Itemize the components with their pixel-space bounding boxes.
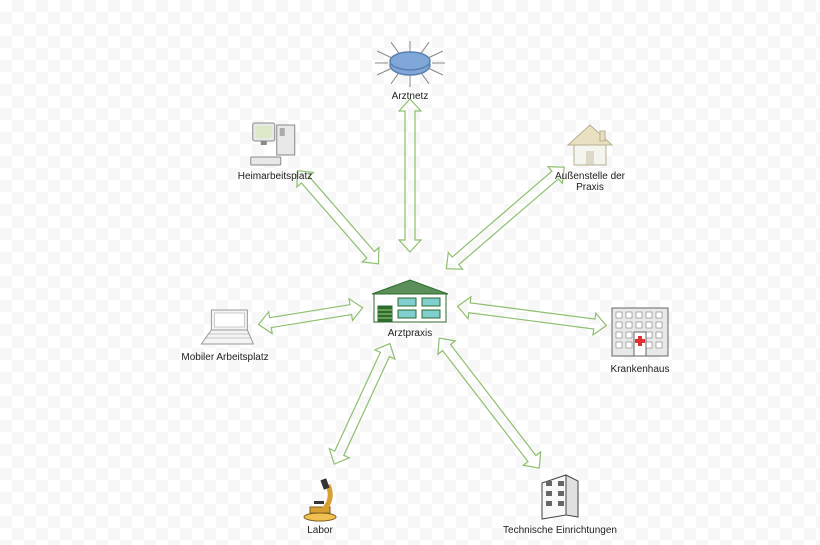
double-arrow xyxy=(438,338,541,468)
technische-label: Technische Einrichtungen xyxy=(503,525,617,536)
aussenstelle-label: Außenstelle der Praxis xyxy=(555,171,625,193)
node-technische: Technische Einrichtungen xyxy=(503,471,617,536)
double-arrow xyxy=(399,99,421,252)
labor-icon xyxy=(300,471,340,523)
mobiler-icon xyxy=(181,306,268,350)
heimarbeitsplatz-label: Heimarbeitsplatz xyxy=(238,171,312,182)
double-arrow xyxy=(297,171,379,264)
heimarbeitsplatz-icon xyxy=(238,121,312,169)
arztpraxis-label: Arztpraxis xyxy=(368,328,452,339)
labor-label: Labor xyxy=(300,525,340,536)
aussenstelle-icon xyxy=(555,121,625,169)
arztpraxis-icon xyxy=(368,274,452,326)
diagram-canvas: Arztpraxis Arztnetz Heimarbeitsplatz Auß… xyxy=(0,0,820,545)
double-arrow xyxy=(329,344,395,465)
double-arrow xyxy=(259,299,363,334)
krankenhaus-icon xyxy=(608,306,672,362)
node-labor: Labor xyxy=(300,471,340,536)
mobiler-label: Mobiler Arbeitsplatz xyxy=(181,352,268,363)
node-krankenhaus: Krankenhaus xyxy=(608,306,672,375)
node-arztpraxis: Arztpraxis xyxy=(368,274,452,339)
technische-icon xyxy=(503,471,617,523)
node-heimarbeitsplatz: Heimarbeitsplatz xyxy=(238,121,312,182)
node-mobiler: Mobiler Arbeitsplatz xyxy=(181,306,268,363)
arztnetz-icon xyxy=(375,41,445,89)
double-arrow xyxy=(446,167,564,270)
krankenhaus-label: Krankenhaus xyxy=(608,364,672,375)
arztnetz-label: Arztnetz xyxy=(375,91,445,102)
node-arztnetz: Arztnetz xyxy=(375,41,445,102)
node-aussenstelle: Außenstelle der Praxis xyxy=(555,121,625,193)
double-arrow xyxy=(458,297,607,335)
